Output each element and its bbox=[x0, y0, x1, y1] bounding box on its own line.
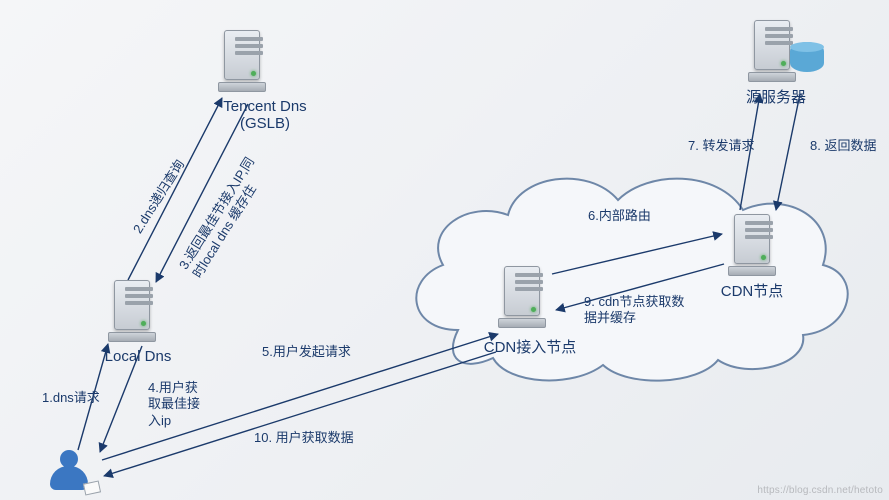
diagram-stage: Tencent Dns (GSLB) Local Dns 源服务器 CDN节点 … bbox=[0, 0, 889, 500]
watermark-text: https://blog.csdn.net/hetoto bbox=[757, 485, 883, 496]
edge-4-label: 4.用户获 取最佳接 入ip bbox=[148, 380, 200, 429]
edge-6-label: 6.内部路由 bbox=[588, 208, 651, 224]
origin-label: 源服务器 bbox=[736, 86, 816, 107]
cdn-access-label: CDN接入节点 bbox=[470, 336, 590, 357]
tencent-dns-label: Tencent Dns (GSLB) bbox=[195, 98, 335, 132]
cdn-node-label: CDN节点 bbox=[712, 280, 792, 301]
edge-8-label: 8. 返回数据 bbox=[810, 138, 876, 154]
tencent-dns-server-icon bbox=[218, 30, 266, 92]
database-icon bbox=[790, 42, 824, 72]
cdn-access-server-icon bbox=[498, 266, 546, 328]
local-dns-label: Local Dns bbox=[88, 348, 188, 365]
edge-2-label: 2.dns递归查询 bbox=[130, 157, 188, 237]
edge-9-label: 9. cdn节点获取数 据并缓存 bbox=[584, 294, 684, 327]
edge-7-label: 7. 转发请求 bbox=[688, 138, 754, 154]
origin-server-icon bbox=[748, 20, 796, 82]
edge-10-label: 10. 用户获取数据 bbox=[254, 430, 354, 446]
user-icon bbox=[46, 448, 94, 492]
edge-1-label: 1.dns请求 bbox=[42, 390, 100, 406]
cdn-node-server-icon bbox=[728, 214, 776, 276]
edge-3-label: 3.返回最佳节接入IP,同 时local dns 缓存住 bbox=[176, 155, 272, 282]
cloud-shape bbox=[398, 160, 858, 390]
local-dns-server-icon bbox=[108, 280, 156, 342]
edge-5-label: 5.用户发起请求 bbox=[262, 344, 351, 360]
